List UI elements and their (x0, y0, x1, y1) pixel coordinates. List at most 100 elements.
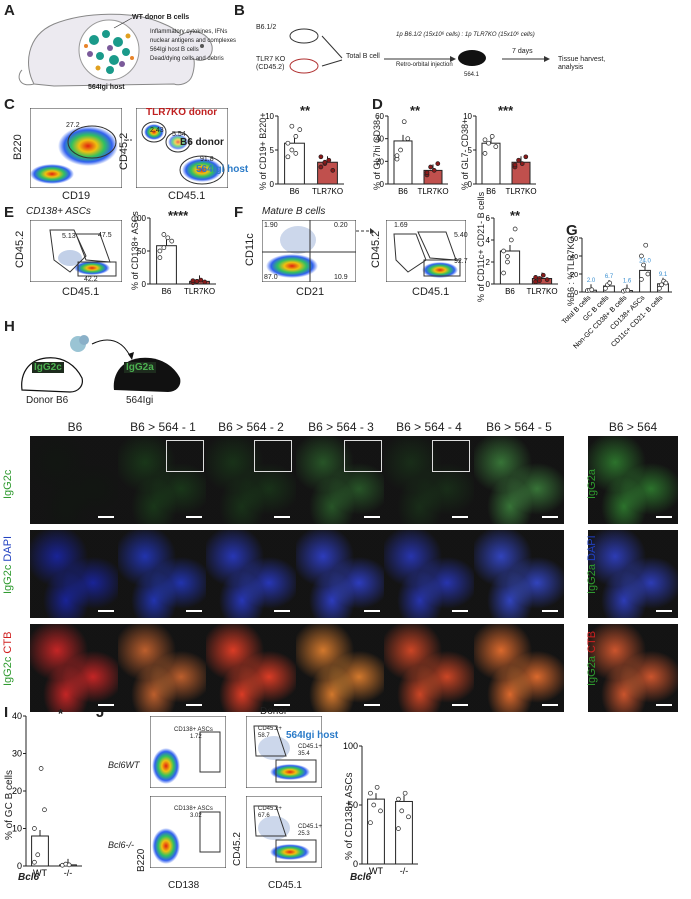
chart-G-dot (663, 280, 669, 286)
inset-box (166, 440, 204, 472)
chart-F-category-label: TLR7KO (526, 287, 557, 296)
panel-j-label: J (96, 704, 105, 721)
chart-E-ytick-label: 100 (133, 214, 147, 223)
panel-j-dko-v: 67.6 (258, 813, 270, 819)
chart-I-ytick-label: 0 (17, 861, 22, 871)
chart-E-dot (165, 235, 171, 241)
chart-J-dot (374, 784, 380, 790)
panel-e-label: E (4, 204, 15, 221)
microscopy-image (206, 436, 296, 524)
row2r-dapi: DAPI (586, 535, 598, 561)
chart-D-right-bar (481, 142, 501, 185)
chart-I-category-label: -/- (64, 868, 73, 878)
chart-D-left-dot (394, 153, 400, 159)
chart-G-ytick-label: 40 (570, 254, 578, 261)
chart-I-ytick-label: 10 (12, 824, 22, 834)
panel-f-sig: ** (510, 208, 521, 223)
panel-j-asc-wt-v: 1.72 (190, 734, 202, 740)
chart-D-right-category-label: TLR7KO (505, 187, 536, 196)
panel-j-flow-wt-1 (150, 716, 226, 788)
chart-D-left-dot (405, 136, 411, 142)
chart-D-right-ytick-label: 10 (463, 112, 472, 121)
column-title: B6 (67, 420, 83, 434)
chart-F-dot (501, 248, 506, 254)
panel-a-host: 564Igi host (88, 84, 125, 91)
chart-E-dot (198, 277, 204, 283)
row3r-label: IgG2a CTB (586, 631, 598, 686)
chart-C-dot (285, 140, 291, 146)
panel-j-host: 564Igi host (286, 730, 339, 741)
chart-F-ytick-label: 6 (486, 214, 491, 223)
chart-G-dot (625, 287, 631, 293)
chart-D-right-ytick-label: 5 (468, 146, 473, 155)
scale-bar (186, 704, 202, 706)
chart-G-dot (639, 277, 644, 282)
inset-box (254, 440, 292, 472)
chart-C-dot (293, 134, 299, 139)
chart-J-category-label: WT (369, 866, 383, 876)
scale-bar (542, 704, 558, 706)
panel-j-hko: CD45.1+ (298, 824, 322, 830)
panel-e-g1: 5.13 (62, 233, 76, 240)
scale-bar (656, 704, 672, 706)
panel-j-dwt-v: 58.7 (258, 733, 270, 739)
chart-G-dot (589, 287, 595, 293)
panel-e-ylabel: % of CD138+ ASCs (130, 211, 140, 290)
legend-dead: Dead/dying cells and debris (150, 56, 224, 62)
row2-label: IgG2c DAPI (2, 536, 14, 594)
scale-bar (452, 704, 468, 706)
panel-f-label: F (234, 204, 244, 221)
chart-E-dot (190, 278, 196, 284)
dashed-arrow-icon (124, 139, 132, 141)
scale-bar (274, 704, 290, 706)
scale-bar (274, 610, 290, 612)
row2-igg2c: IgG2c (2, 564, 14, 594)
panel-b-label: B (234, 2, 245, 19)
panel-e-x: CD45.1 (62, 286, 100, 298)
panel-i-ylabel: % of GC B cells (4, 769, 15, 840)
chart-G-ytick-label: 60 (570, 236, 578, 243)
chart-E-ytick-label: 0 (142, 280, 147, 289)
column-title: B6 > 564 - 2 (218, 420, 284, 434)
chart-J-ytick-label: 50 (348, 800, 358, 810)
chart-F-dot (540, 272, 546, 278)
panel-j-x1: CD138 (168, 880, 200, 891)
chart-I-dot (38, 766, 44, 771)
panel-f-x2: CD45.1 (412, 286, 450, 298)
chart-G-ytick-label: 20 (570, 272, 578, 279)
panel-a-cells (84, 30, 134, 74)
chart-D-right-dot (482, 151, 488, 156)
chart-C-dot (289, 123, 295, 129)
panel-b-tlr7ko: TLR7 KO (256, 56, 286, 63)
microscopy-image (384, 436, 474, 524)
chart-G-dot (607, 280, 613, 286)
chart-I-dot (35, 852, 41, 858)
panel-j-flow-ko-2 (246, 796, 322, 868)
chart-C-ytick-label: 0 (270, 180, 275, 189)
panel-c-host: 564Igi host (196, 164, 249, 175)
panel-c-flow-1 (30, 108, 122, 188)
panel-i-sig: * (58, 706, 64, 721)
panel-d-label: D (372, 96, 383, 113)
scale-bar (186, 610, 202, 612)
panel-e-flow (30, 220, 122, 282)
legend-host-b: 564Igi host B cells (150, 47, 199, 53)
panel-j-donor: Donor (260, 706, 288, 717)
chart-D-left-bar (393, 140, 413, 185)
chart-G-dot (645, 271, 651, 277)
panel-j-dko: CD45.2+ (258, 806, 282, 812)
chart-F-dot (505, 254, 510, 259)
microscopy-image (474, 624, 564, 712)
row3r-ctb: CTB (586, 630, 598, 653)
chart-J-dot (402, 790, 408, 796)
chart-C-dot (285, 154, 291, 160)
chart-I-ytick-label: 20 (12, 786, 22, 796)
panel-c-ylabel: % of CD19+ B220+ (258, 112, 268, 190)
panel-j-hwt: CD45.1+ (298, 744, 322, 750)
chart-G-ytick-label: 0 (574, 290, 578, 297)
panel-f-title: Mature B cells (262, 206, 326, 217)
scale-bar (364, 516, 380, 518)
chart-F-dot (533, 279, 538, 285)
chart-D-left-dot (398, 147, 403, 153)
